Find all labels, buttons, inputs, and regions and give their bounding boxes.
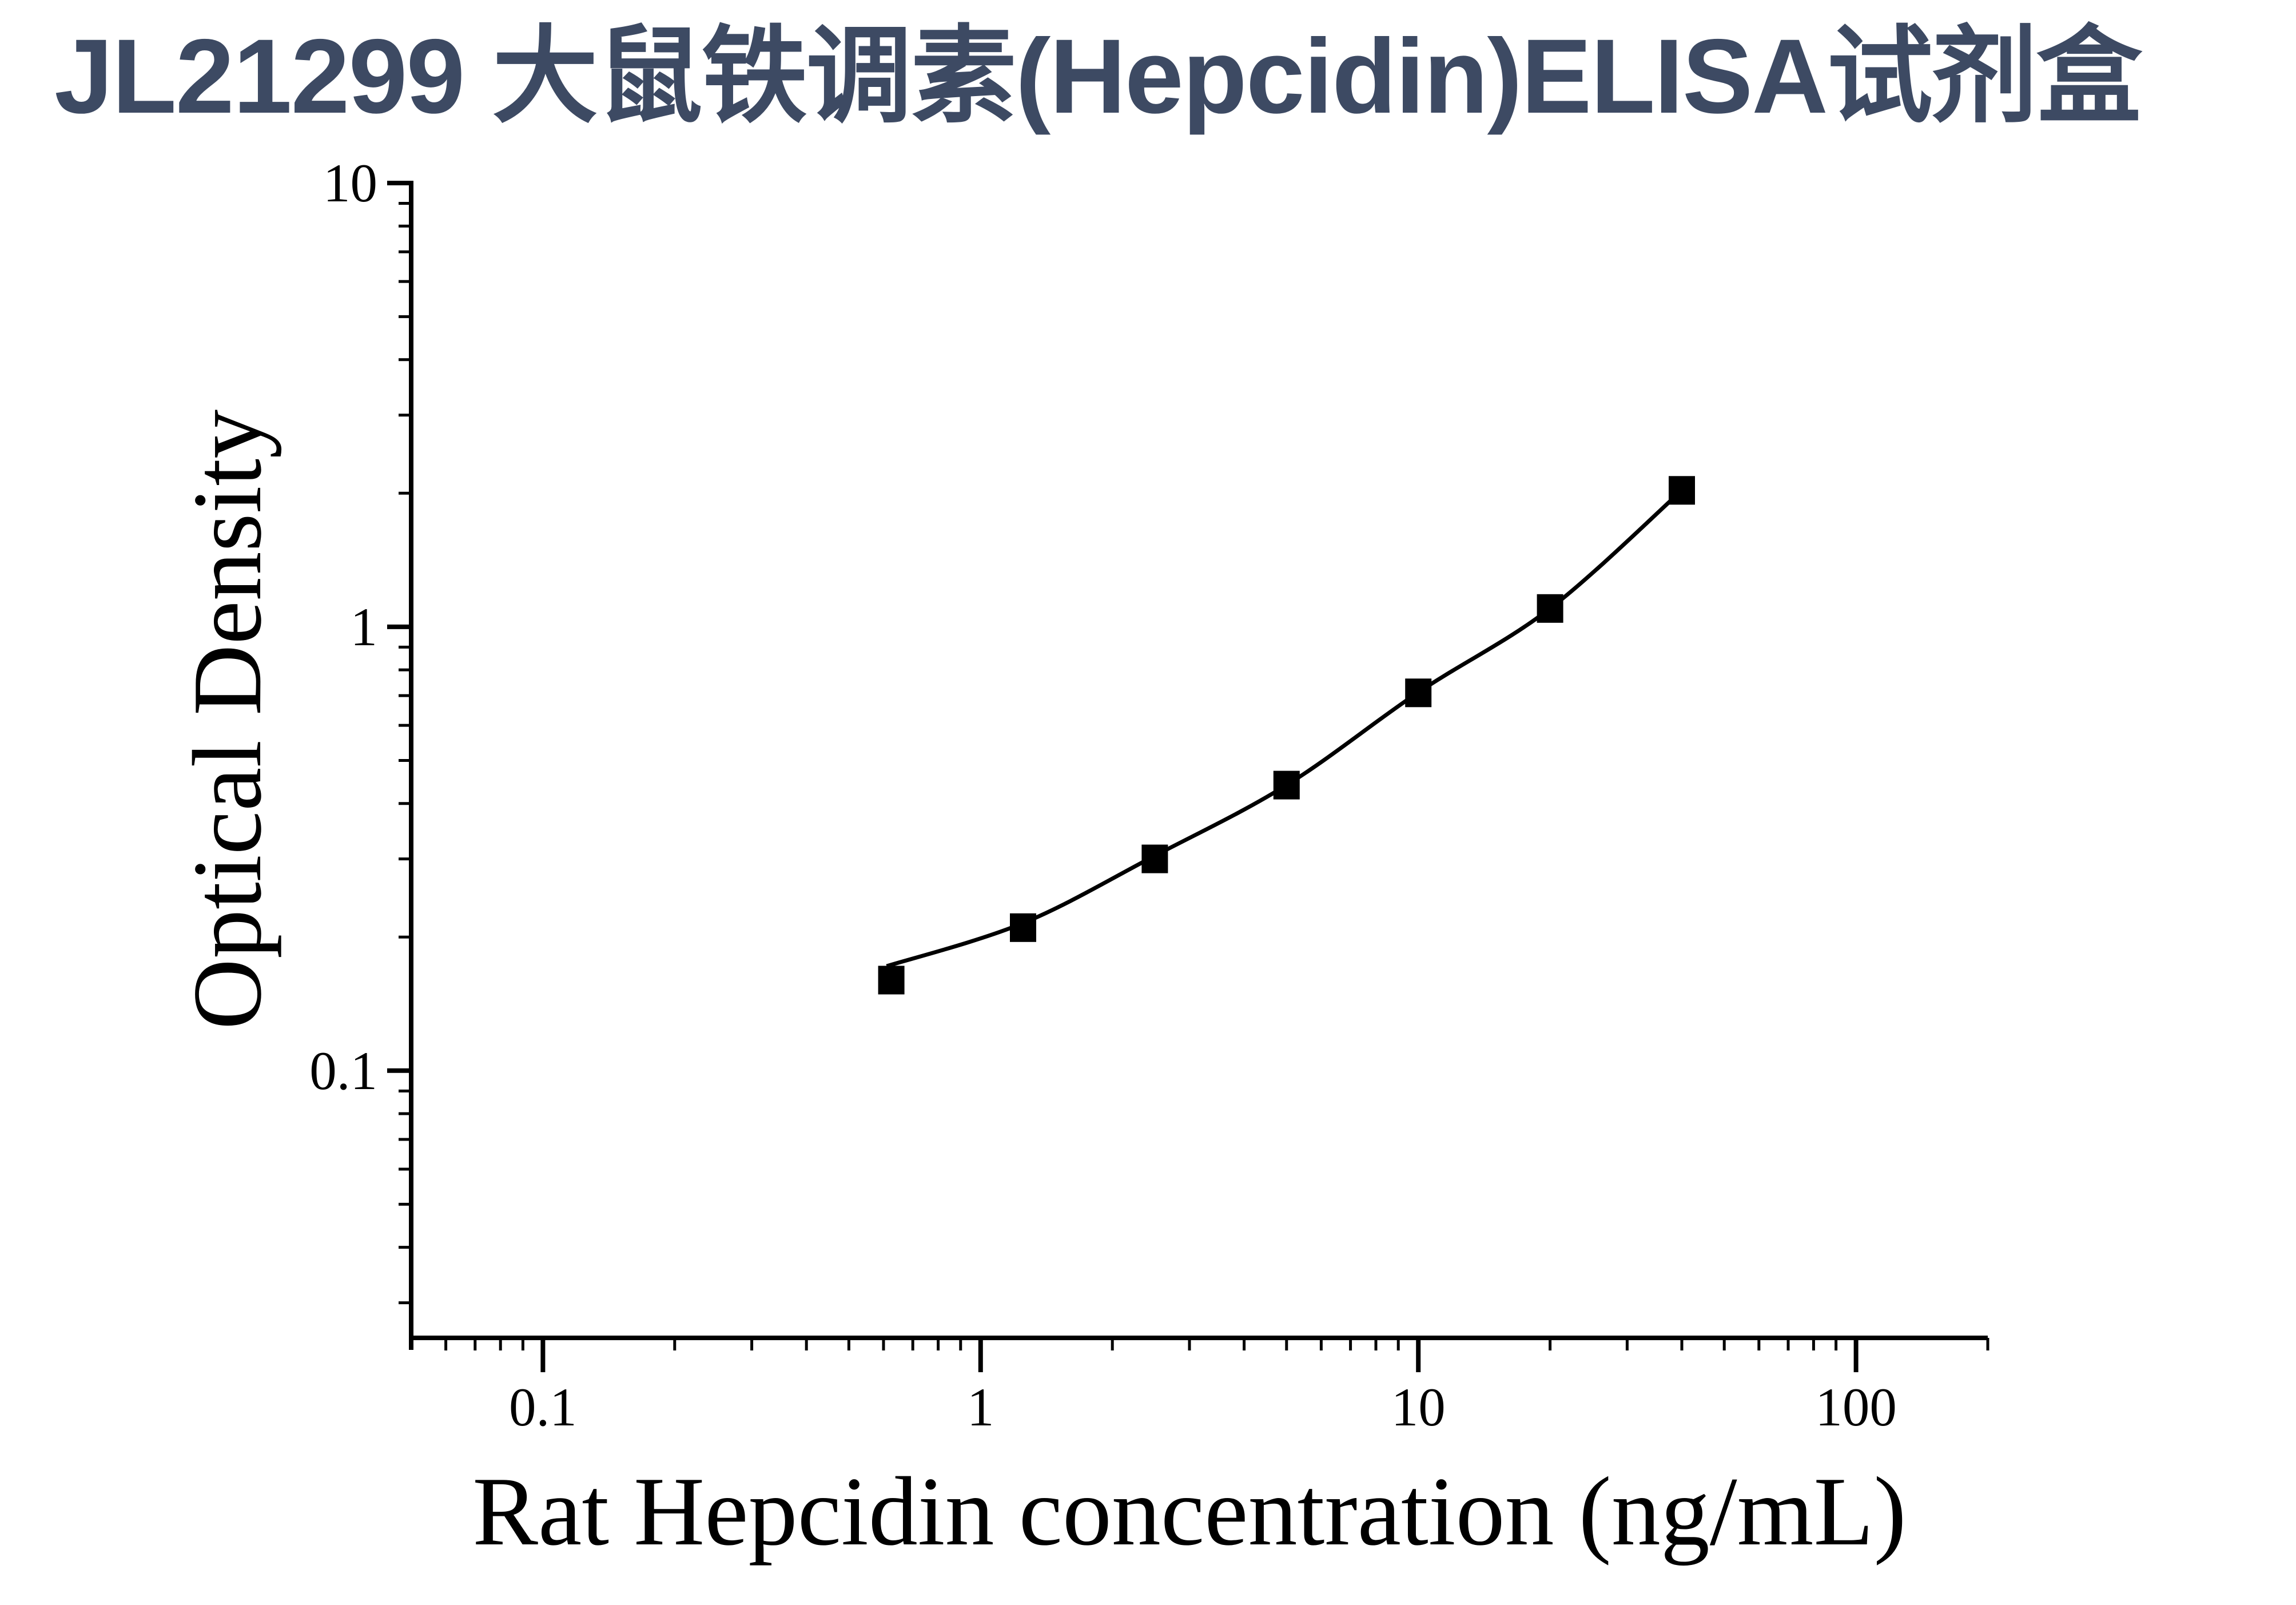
x-tick-label: 0.1 — [509, 1377, 577, 1437]
y-tick-label: 1 — [351, 597, 378, 657]
y-tick-label: 10 — [323, 153, 377, 213]
data-point-marker — [1669, 476, 1695, 505]
data-point-marker — [1405, 678, 1432, 708]
data-point-marker — [1010, 913, 1036, 942]
page-title: JL21299 大鼠铁调素(Hepcidin)ELISA试剂盒 — [54, 18, 2142, 136]
data-point-marker — [1537, 594, 1563, 623]
y-tick-label: 0.1 — [309, 1040, 377, 1101]
fit-curve — [886, 488, 1684, 968]
x-axis-title: Rat Hepcidin concentration (ng/mL) — [472, 1457, 1907, 1566]
data-point-marker — [878, 966, 905, 995]
x-tick-label: 100 — [1815, 1377, 1897, 1437]
y-axis-title: Optical Density — [173, 410, 282, 1030]
data-point-marker — [1141, 844, 1168, 873]
x-tick-label: 10 — [1391, 1377, 1446, 1437]
data-point-marker — [1273, 770, 1300, 800]
x-tick-label: 1 — [967, 1377, 994, 1437]
